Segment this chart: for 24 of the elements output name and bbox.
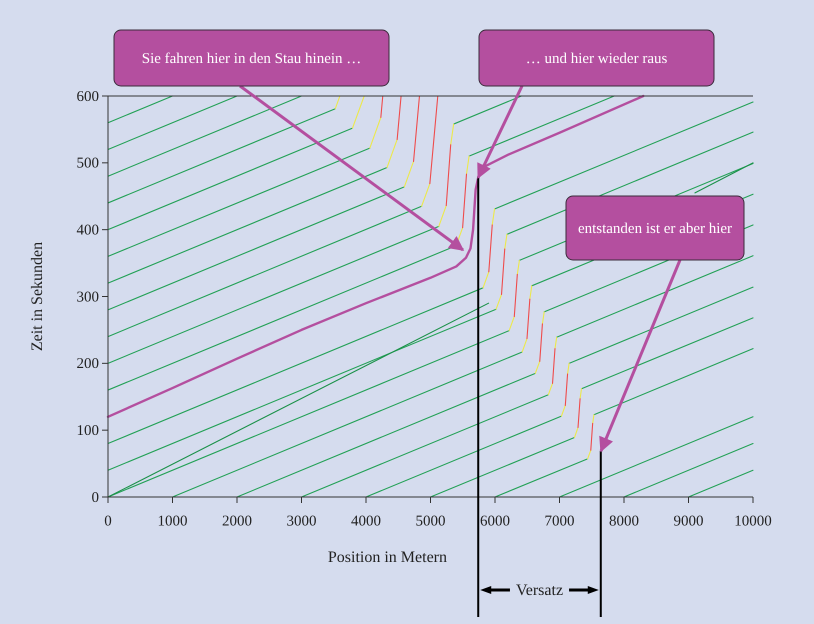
x-tick-label: 5000 <box>416 514 446 530</box>
y-tick-label: 0 <box>92 490 99 506</box>
y-tick-label: 500 <box>76 156 99 172</box>
y-tick-label: 100 <box>76 422 99 439</box>
x-tick-label: 3000 <box>286 514 316 530</box>
text: Sie fahren hier in den Stau hinein … <box>142 51 362 67</box>
x-tick-label: 6000 <box>480 514 510 530</box>
y-tick-label: 400 <box>76 222 99 238</box>
x-tick-label: 7000 <box>544 514 574 530</box>
annotation: … und hier wieder raus <box>526 51 668 67</box>
annotation: entstanden ist er aber hier <box>578 221 732 237</box>
y-tick-label: 300 <box>76 289 99 306</box>
y-axis-title: Zeit in Sekunden <box>29 242 46 352</box>
x-tick-label: 0 <box>104 514 112 530</box>
x-tick-label: 8000 <box>609 514 639 530</box>
x-tick-label: 1000 <box>158 514 188 530</box>
x-tick-label: 9000 <box>674 514 704 530</box>
y-tick-label: 600 <box>76 88 99 105</box>
x-tick-label: 10000 <box>734 514 772 530</box>
x-axis-title: Position in Metern <box>328 549 447 566</box>
y-tick-label: 200 <box>76 356 99 372</box>
x-tick-label: 2000 <box>222 514 252 530</box>
x-tick-label: 4000 <box>351 514 381 530</box>
text: Versatz <box>516 582 564 599</box>
